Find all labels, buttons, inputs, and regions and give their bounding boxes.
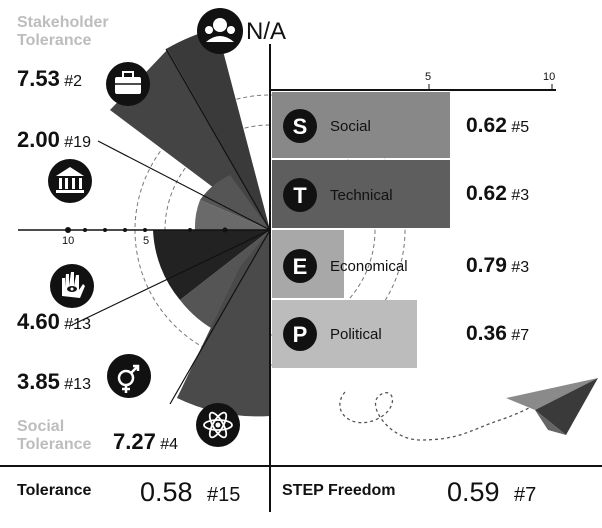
wedge-gov-fill bbox=[194, 200, 270, 230]
svg-text:E: E bbox=[293, 254, 308, 279]
right-axis-tick-label: 5 bbox=[425, 71, 432, 83]
item-atom: 7.27 #4 bbox=[113, 429, 178, 455]
step-label-technical: Technical bbox=[330, 187, 393, 204]
step-value: 0.62 bbox=[466, 114, 507, 137]
tolerance-value: 0.58 bbox=[140, 477, 193, 507]
letter-circle-e: E bbox=[283, 249, 317, 283]
radial-line bbox=[71, 229, 271, 326]
step-score-economical: 0.79 #3 bbox=[466, 254, 529, 278]
axis-dot bbox=[65, 227, 71, 233]
government-building-icon bbox=[48, 159, 92, 203]
step-value: 0.62 bbox=[466, 182, 507, 205]
radial-line bbox=[165, 48, 271, 231]
axis-dot bbox=[188, 228, 192, 232]
letter-circle-s: S bbox=[283, 109, 317, 143]
axis-dot bbox=[222, 227, 228, 233]
step-freedom-rank: #7 bbox=[514, 484, 537, 506]
svg-text:P: P bbox=[293, 322, 308, 347]
item-rank: #13 bbox=[64, 376, 91, 393]
item-value: 2.00 bbox=[17, 127, 60, 152]
na-label: N/A bbox=[246, 18, 287, 45]
step-label-social: Social bbox=[330, 118, 371, 135]
item-rank: #19 bbox=[64, 134, 91, 151]
item-rank: #4 bbox=[160, 436, 179, 453]
left-axis-tick-label: 5 bbox=[143, 235, 150, 247]
tolerance-score: 0.58 #15 bbox=[140, 477, 240, 508]
step-score-social: 0.62 #5 bbox=[466, 114, 529, 138]
atom-icon bbox=[196, 403, 240, 447]
axis-dot bbox=[143, 228, 147, 232]
left-axis-tick-label: 10 bbox=[62, 235, 75, 247]
step-rank: #3 bbox=[511, 187, 530, 204]
item-business: 7.53 #2 bbox=[17, 66, 82, 92]
item-rank: #2 bbox=[64, 73, 83, 90]
radial-line bbox=[97, 140, 271, 231]
step-score-political: 0.36 #7 bbox=[466, 322, 529, 346]
item-value: 7.27 bbox=[113, 429, 156, 454]
axis-dot bbox=[83, 228, 87, 232]
step-label-political: Political bbox=[330, 326, 382, 343]
wedge-stakeholder-top bbox=[166, 28, 270, 230]
radial-line bbox=[169, 229, 271, 405]
wedge-hand bbox=[153, 230, 270, 300]
step-freedom-score: 0.59 #7 bbox=[447, 477, 536, 508]
step-value: 0.79 bbox=[466, 254, 507, 277]
svg-text:S: S bbox=[293, 114, 308, 139]
item-value: 3.85 bbox=[17, 369, 60, 394]
right-axis-tick-label: 10 bbox=[543, 71, 556, 83]
step-rank: #5 bbox=[511, 119, 530, 136]
step-freedom-label: STEP Freedom bbox=[282, 482, 396, 499]
step-label-economical: Economical bbox=[330, 258, 408, 275]
item-rank: #13 bbox=[64, 316, 91, 333]
step-rank: #7 bbox=[511, 327, 530, 344]
people-group-icon bbox=[197, 8, 243, 54]
letter-circle-p: P bbox=[283, 317, 317, 351]
axis-dot bbox=[123, 228, 127, 232]
item-value: 7.53 bbox=[17, 66, 60, 91]
letter-circle-t: T bbox=[283, 178, 317, 212]
tolerance-rank: #15 bbox=[207, 484, 241, 506]
step-value: 0.36 bbox=[466, 322, 507, 345]
wedge-government bbox=[200, 175, 270, 230]
step-freedom-value: 0.59 bbox=[447, 477, 500, 507]
axis-dot bbox=[103, 228, 107, 232]
item-government: 2.00 #19 bbox=[17, 127, 91, 153]
item-gender: 3.85 #13 bbox=[17, 369, 91, 395]
svg-text:T: T bbox=[293, 183, 307, 208]
step-score-technical: 0.62 #3 bbox=[466, 182, 529, 206]
item-hand: 4.60 #13 bbox=[17, 309, 91, 335]
hand-eye-icon bbox=[50, 264, 94, 308]
item-value: 4.60 bbox=[17, 309, 60, 334]
tolerance-label: Tolerance bbox=[17, 482, 92, 499]
paper-plane-icon bbox=[339, 378, 598, 441]
wedge-atom-fill bbox=[177, 230, 270, 417]
step-rank: #3 bbox=[511, 259, 530, 276]
stakeholder-tolerance-title: Stakeholder Tolerance bbox=[17, 14, 109, 49]
briefcase-icon bbox=[106, 62, 150, 106]
gender-icon bbox=[107, 354, 151, 398]
social-tolerance-title: Social Tolerance bbox=[17, 418, 92, 453]
